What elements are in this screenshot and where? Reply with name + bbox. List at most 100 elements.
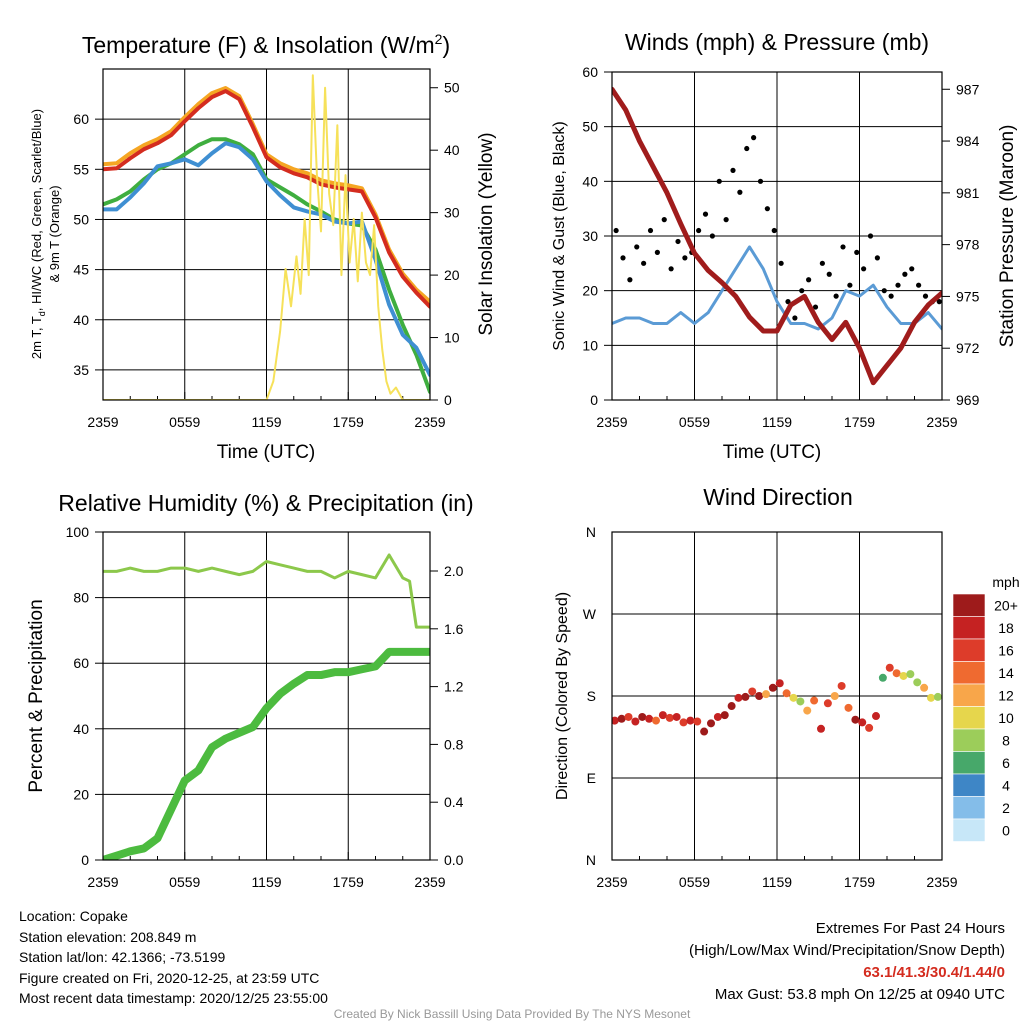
- direction-point: [713, 712, 722, 721]
- x-tick-label: 1159: [251, 414, 281, 430]
- gust-point: [737, 189, 743, 195]
- colorbar-swatch: [952, 818, 986, 842]
- gust-point: [682, 255, 688, 261]
- figure-created: Figure created on Fri, 2020-12-25, at 23…: [19, 969, 320, 986]
- direction-point: [885, 663, 894, 672]
- gust-point: [620, 255, 626, 261]
- y-tick-label: 45: [73, 262, 89, 278]
- colorbar-swatch: [952, 773, 986, 797]
- direction-point: [775, 679, 784, 688]
- plot-area: [103, 74, 430, 400]
- colorbar-swatch: [952, 638, 986, 662]
- colorbar-label: 0: [1002, 822, 1010, 838]
- y2-tick-label: 981: [956, 185, 980, 201]
- colorbar-label: 4: [1002, 777, 1010, 793]
- y-tick-label: N: [586, 524, 596, 540]
- gridlines: [95, 531, 431, 861]
- gust-point: [888, 293, 894, 299]
- y2-tick-label: 1.2: [444, 679, 464, 695]
- station-location: Location: Copake: [19, 908, 128, 924]
- direction-point: [720, 711, 729, 720]
- y-axis-label: 2m T, Td, HI/WC (Red, Green, Scarlet/Blu…: [29, 109, 47, 359]
- colorbar-swatch: [952, 728, 986, 752]
- direction-point: [727, 702, 736, 711]
- plot-frame: [611, 71, 943, 401]
- plot-frame: [611, 531, 943, 861]
- x-tick-label: 1759: [333, 414, 364, 430]
- colorbar-swatch: [952, 751, 986, 775]
- direction-point: [734, 693, 743, 702]
- colorbar-label: 18: [998, 620, 1014, 636]
- y2-tick-label: 0.0: [444, 852, 464, 868]
- gust-point: [668, 266, 674, 272]
- direction-point: [913, 678, 922, 687]
- direction-point: [865, 723, 874, 732]
- x-tick-label: 1759: [333, 874, 364, 890]
- x-axis-label: Time (UTC): [217, 442, 316, 463]
- x-tick-label: 2359: [414, 874, 445, 890]
- y2-tick-label: 10: [444, 330, 460, 346]
- colorbar-swatch: [952, 683, 986, 707]
- gust-point: [819, 260, 825, 266]
- gust-point: [723, 217, 729, 223]
- y-tick-label: 60: [73, 111, 89, 127]
- y2-tick-label: 1.6: [444, 621, 464, 637]
- x-axis-label: Time (UTC): [723, 442, 822, 463]
- extremes-subtitle: (High/Low/Max Wind/Precipitation/Snow De…: [689, 942, 1005, 959]
- direction-point: [892, 669, 901, 678]
- gust-point: [909, 266, 915, 272]
- recent-timestamp: Most recent data timestamp: 2020/12/25 2…: [19, 990, 328, 1006]
- colorbar-label: 12: [998, 687, 1014, 703]
- colorbar-label: 6: [1002, 755, 1010, 771]
- y-axis-label: Sonic Wind & Gust (Blue, Black): [551, 121, 568, 350]
- y-tick-label: 40: [73, 312, 89, 328]
- gust-point: [881, 288, 887, 294]
- y2-tick-label: 969: [956, 392, 980, 408]
- direction-point: [755, 692, 764, 700]
- gust-point: [874, 255, 880, 261]
- x-tick-label: 2359: [87, 874, 118, 890]
- extremes-values: 63.1/41.3/30.4/1.44/0: [863, 964, 1005, 981]
- direction-point: [872, 712, 880, 721]
- colorbar-swatch: [952, 593, 986, 617]
- gust-point: [675, 238, 681, 245]
- x-tick-label: 0559: [679, 414, 710, 430]
- y-tick-label: 40: [73, 721, 89, 737]
- direction-point: [906, 670, 915, 679]
- direction-point: [638, 712, 647, 721]
- x-tick-label: 2359: [926, 414, 957, 430]
- gust-point: [702, 211, 709, 217]
- x-tick-label: 1159: [251, 874, 281, 890]
- y-tick-label: 60: [582, 64, 598, 80]
- y-tick-label: 50: [73, 211, 89, 227]
- direction-point: [693, 717, 702, 726]
- plot-area: [612, 663, 942, 736]
- series-line: [612, 86, 942, 386]
- gust-point: [716, 178, 722, 184]
- colorbar-swatch: [952, 616, 986, 640]
- x-tick-label: 1159: [762, 874, 792, 890]
- y-tick-label: N: [586, 852, 596, 868]
- direction-point: [837, 681, 846, 690]
- plot-area: [612, 86, 942, 386]
- x-tick-label: 2359: [414, 414, 445, 430]
- y2-axis-label: Solar Insolation (Yellow): [476, 132, 497, 335]
- x-tick-label: 2359: [926, 874, 957, 890]
- gust-point: [627, 277, 633, 283]
- gust-point: [647, 227, 654, 234]
- station-elevation: Station elevation: 208.849 m: [19, 928, 197, 945]
- y-tick-label: E: [587, 770, 596, 786]
- gust-point: [916, 282, 922, 288]
- x-tick-label: 0559: [679, 874, 710, 890]
- gust-point: [751, 135, 757, 141]
- direction-point: [851, 715, 860, 724]
- direction-point: [679, 718, 688, 727]
- colorbar-label: 16: [998, 642, 1014, 658]
- y2-tick-label: 2.0: [444, 563, 464, 579]
- y-tick-label: 30: [582, 228, 598, 244]
- direction-point: [748, 687, 757, 696]
- gust-point: [833, 293, 839, 299]
- y2-tick-label: 0.8: [444, 736, 464, 752]
